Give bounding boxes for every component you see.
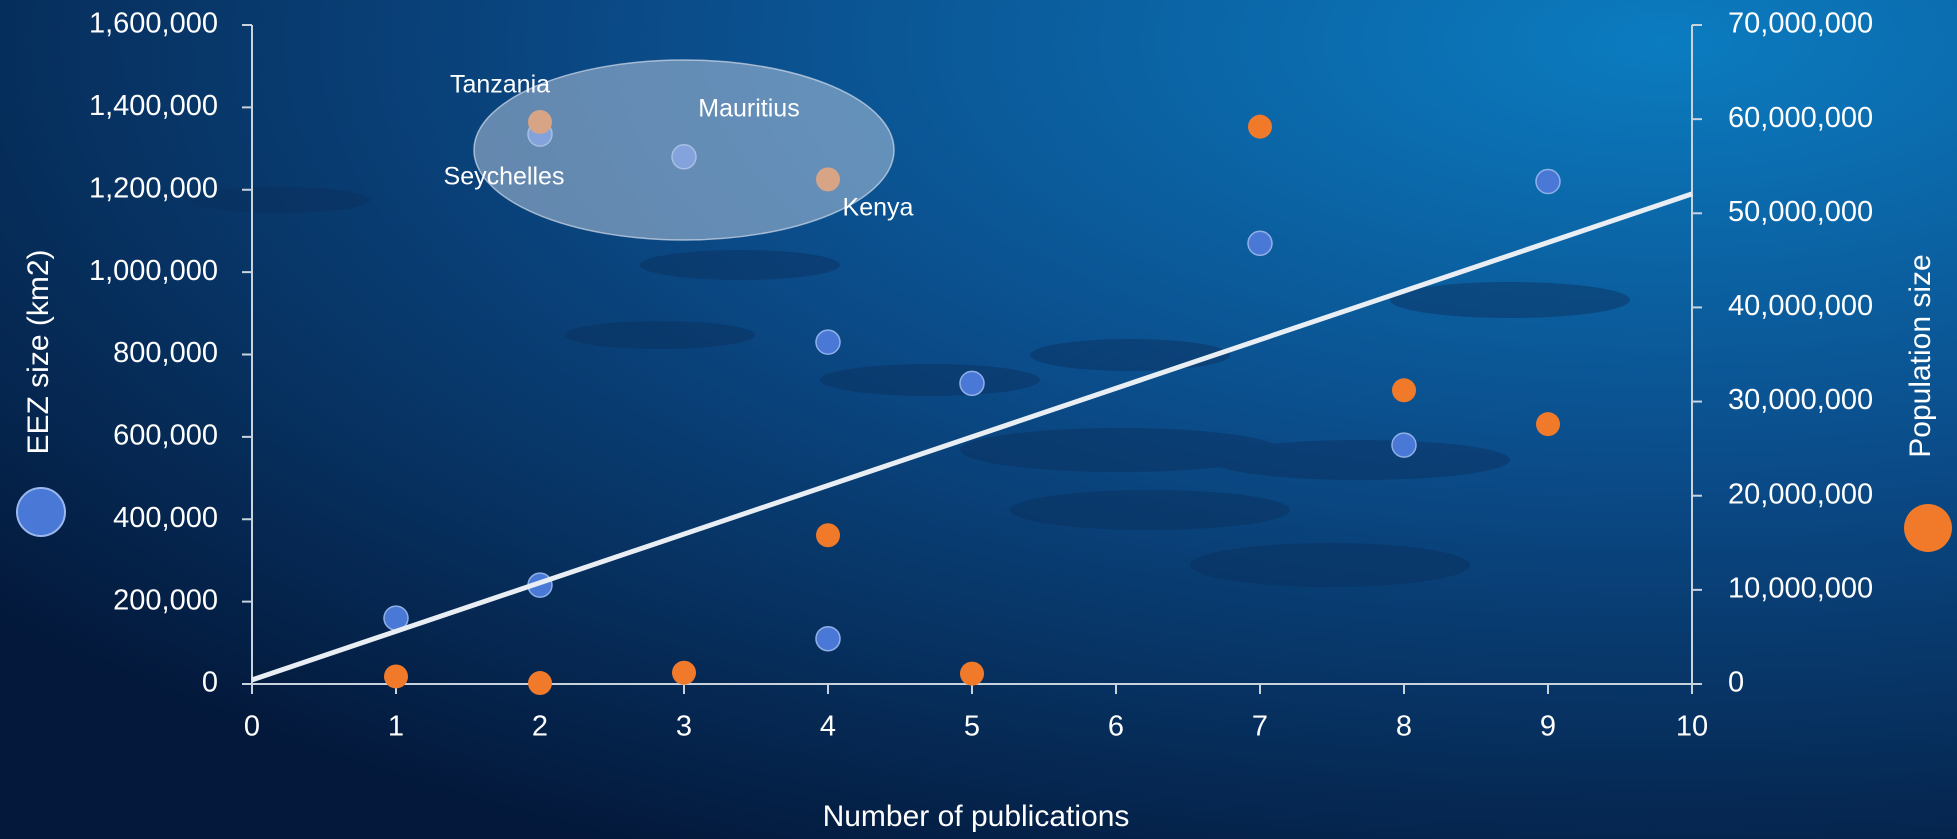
x-tick-label: 10 (1676, 711, 1708, 743)
point (1392, 378, 1416, 403)
y2-tick-label: 0 (1728, 667, 1744, 699)
y2-tick-label: 60,000,000 (1728, 102, 1873, 134)
x-tick-label: 6 (1108, 711, 1124, 743)
point (672, 660, 696, 685)
legend-marker (1904, 504, 1952, 552)
y2-tick-label: 20,000,000 (1728, 478, 1873, 510)
y2-tick-label: 70,000,000 (1728, 8, 1873, 40)
trend-line (251, 191, 1693, 683)
y-tick-label: 1,400,000 (89, 90, 218, 122)
point (815, 625, 841, 652)
y2-tick-label: 40,000,000 (1728, 290, 1873, 322)
fish-decoration (190, 187, 1630, 587)
y-tick-label: 1,000,000 (89, 255, 218, 287)
point (528, 671, 552, 696)
x-tick-label: 8 (1396, 711, 1412, 743)
legend-marker (16, 487, 66, 537)
y-tick-label: 1,600,000 (89, 8, 218, 40)
point (1535, 168, 1561, 195)
x-tick-label: 7 (1252, 711, 1268, 743)
x-tick-label: 3 (676, 711, 692, 743)
x-axis-label: Number of publications (823, 800, 1130, 833)
y-tick-label: 800,000 (113, 337, 218, 369)
y-tick-label: 1,200,000 (89, 172, 218, 204)
x-tick-label: 5 (964, 711, 980, 743)
x-tick-label: 2 (532, 711, 548, 743)
point (1247, 230, 1273, 257)
point (1248, 114, 1272, 139)
y-tick-label: 400,000 (113, 502, 218, 534)
point (816, 523, 840, 548)
annotation: Kenya (843, 194, 914, 222)
x-tick-label: 0 (244, 711, 260, 743)
point (815, 329, 841, 355)
point (1536, 412, 1560, 437)
point (960, 661, 984, 686)
y2-axis-label: Population size (1904, 254, 1937, 457)
y2-tick-label: 30,000,000 (1728, 384, 1873, 416)
x-tick-label: 1 (388, 711, 404, 743)
annotation: Mauritius (698, 95, 799, 123)
x-tick-label: 9 (1540, 711, 1556, 743)
y2-tick-label: 10,000,000 (1728, 573, 1873, 605)
point (959, 370, 985, 397)
point (384, 664, 408, 689)
annotation: Seychelles (444, 163, 565, 191)
y-tick-label: 200,000 (113, 584, 218, 616)
y2-tick-label: 50,000,000 (1728, 196, 1873, 228)
y-tick-label: 0 (202, 667, 218, 699)
y-tick-label: 600,000 (113, 420, 218, 452)
y-axis-label: EEZ size (km2) (22, 249, 55, 454)
point (1391, 432, 1417, 458)
x-tick-label: 4 (820, 711, 836, 743)
highlight-ellipse (473, 59, 895, 241)
annotation: Tanzania (450, 71, 550, 99)
